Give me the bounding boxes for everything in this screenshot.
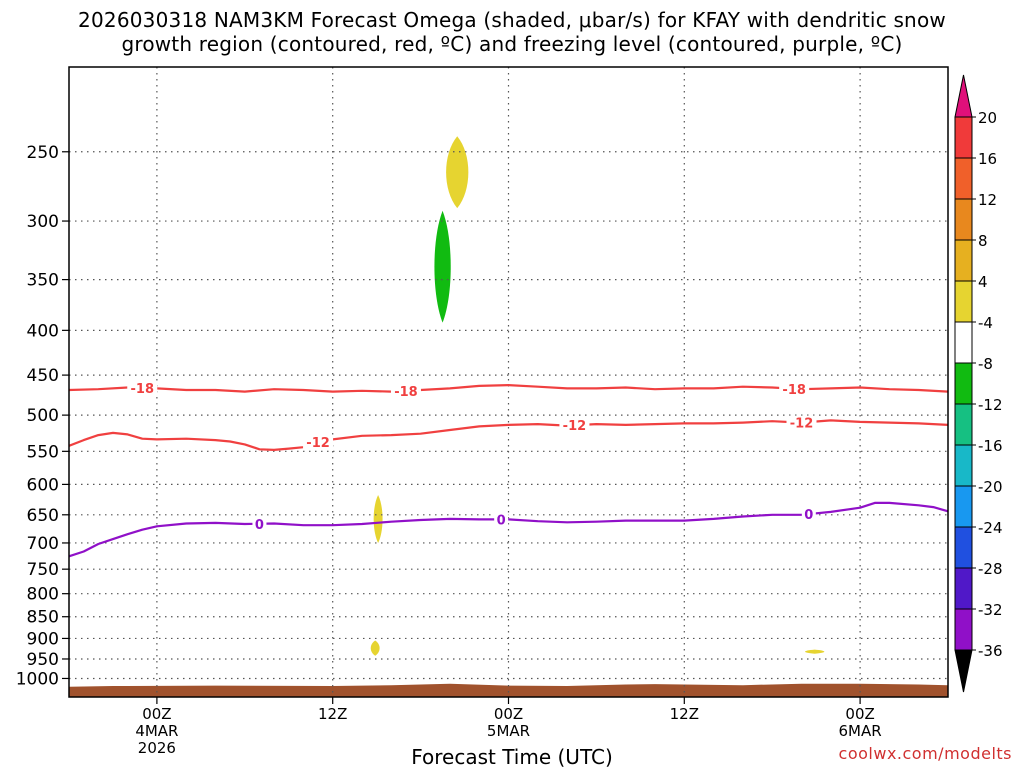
colorbar-label-2: 12 bbox=[978, 191, 997, 209]
dendritic-top-label-bg-0 bbox=[127, 380, 158, 395]
colorbar-label-7: -12 bbox=[978, 396, 1003, 414]
y-tick-label-600: 600 bbox=[27, 475, 59, 495]
freezing-level-label-1: 0 bbox=[497, 513, 506, 528]
x-tick-label-30-1: 5MAR bbox=[487, 722, 530, 740]
colorbar-box-10 bbox=[954, 526, 973, 569]
x-tick-label-54-1: 6MAR bbox=[839, 722, 882, 740]
colorbar-label-3: 8 bbox=[978, 232, 988, 250]
y-tick-label-550: 550 bbox=[27, 442, 59, 462]
colorbar-bottom-arrow bbox=[954, 649, 973, 693]
chart-title-line1: 2026030318 NAM3KM Forecast Omega (shaded… bbox=[78, 8, 946, 32]
freezing-level-label-0: 0 bbox=[255, 518, 264, 533]
omega-4-8-low1 bbox=[370, 640, 380, 656]
dendritic-bottom-label-bg-2 bbox=[786, 415, 817, 430]
dendritic-top-label-bg-2 bbox=[779, 381, 810, 396]
dendritic-top-label-0: -18 bbox=[131, 382, 155, 397]
colorbar-label-13: -36 bbox=[978, 642, 1003, 660]
omega-neg4-neg8 bbox=[434, 210, 451, 323]
dendritic-top-label-bg-1 bbox=[390, 383, 421, 398]
freezing-level-label-bg-1 bbox=[494, 512, 509, 527]
colorbar-label-5: -4 bbox=[978, 314, 993, 332]
colorbar-box-0 bbox=[954, 116, 973, 159]
colorbar-label-1: 16 bbox=[978, 150, 997, 168]
dendritic-top-label-1: -18 bbox=[394, 385, 418, 400]
dendritic-top-label-2: -18 bbox=[782, 383, 806, 398]
omega-4-8-mid bbox=[373, 495, 383, 543]
colorbar-box-5 bbox=[954, 321, 973, 364]
colorbar-label-6: -8 bbox=[978, 355, 993, 373]
colorbar-box-9 bbox=[954, 485, 973, 528]
colorbar-box-1 bbox=[954, 157, 973, 200]
x-axis-title: Forecast Time (UTC) bbox=[411, 745, 613, 769]
colorbar-box-11 bbox=[954, 567, 973, 610]
x-tick-label-6-2: 2026 bbox=[138, 739, 176, 757]
y-tick-label-500: 500 bbox=[27, 406, 59, 426]
freezing-level-contour bbox=[69, 501, 948, 558]
surface-terrain bbox=[69, 683, 948, 697]
colorbar-box-3 bbox=[954, 239, 973, 282]
colorbar-label-4: 4 bbox=[978, 273, 988, 291]
y-tick-label-400: 400 bbox=[27, 321, 59, 341]
dendritic-bottom-label-1: -12 bbox=[563, 419, 587, 434]
freezing-level-label-bg-2 bbox=[801, 507, 816, 522]
omega-4-8-upper bbox=[446, 136, 469, 209]
freezing-level-label-bg-0 bbox=[252, 516, 267, 531]
dendritic-bottom-label-bg-0 bbox=[303, 435, 334, 450]
freezing-level-label-2: 0 bbox=[804, 508, 813, 523]
y-tick-label-1000: 1000 bbox=[16, 669, 59, 689]
x-tick-label-18-0: 12Z bbox=[318, 705, 347, 723]
y-tick-label-850: 850 bbox=[27, 608, 59, 628]
colorbar-box-12 bbox=[954, 608, 973, 651]
dendritic-bottom-label-2: -12 bbox=[790, 417, 814, 432]
y-tick-label-950: 950 bbox=[27, 650, 59, 670]
x-tick-label-42-0: 12Z bbox=[670, 705, 699, 723]
y-tick-label-750: 750 bbox=[27, 560, 59, 580]
plot-layer: -18 -18 -18 -12 -12 -12 0 0 0 bbox=[69, 67, 948, 697]
colorbar-top-arrow bbox=[954, 74, 973, 118]
y-tick-label-350: 350 bbox=[27, 271, 59, 291]
credit-link[interactable]: coolwx.com/modelts bbox=[838, 744, 1012, 763]
colorbar-label-12: -32 bbox=[978, 601, 1003, 619]
x-tick-label-54-0: 00Z bbox=[845, 705, 874, 723]
dendritic-bottom-contour bbox=[69, 419, 948, 451]
chart-title-line2: growth region (contoured, red, ºC) and f… bbox=[121, 32, 903, 56]
x-tick-label-6-0: 00Z bbox=[142, 705, 171, 723]
x-tick-label-30-0: 00Z bbox=[494, 705, 523, 723]
x-tick-label-6-1: 4MAR bbox=[135, 722, 178, 740]
y-tick-label-900: 900 bbox=[27, 629, 59, 649]
y-tick-label-450: 450 bbox=[27, 366, 59, 386]
colorbar-label-9: -20 bbox=[978, 478, 1003, 496]
y-tick-label-650: 650 bbox=[27, 506, 59, 526]
dendritic-bottom-label-bg-1 bbox=[559, 418, 590, 433]
dendritic-bottom-label-0: -12 bbox=[306, 436, 330, 451]
colorbar-box-7 bbox=[954, 403, 973, 446]
colorbar-box-2 bbox=[954, 198, 973, 241]
y-tick-label-300: 300 bbox=[27, 212, 59, 232]
colorbar-box-6 bbox=[954, 362, 973, 405]
y-tick-label-700: 700 bbox=[27, 534, 59, 554]
y-tick-label-800: 800 bbox=[27, 585, 59, 605]
y-tick-label-250: 250 bbox=[27, 143, 59, 163]
colorbar-box-4 bbox=[954, 280, 973, 323]
colorbar-label-0: 20 bbox=[978, 109, 997, 127]
colorbar-label-8: -16 bbox=[978, 437, 1003, 455]
colorbar-box-8 bbox=[954, 444, 973, 487]
omega-4-8-low2 bbox=[805, 649, 825, 654]
colorbar-label-10: -24 bbox=[978, 519, 1003, 537]
colorbar-label-11: -28 bbox=[978, 560, 1003, 578]
